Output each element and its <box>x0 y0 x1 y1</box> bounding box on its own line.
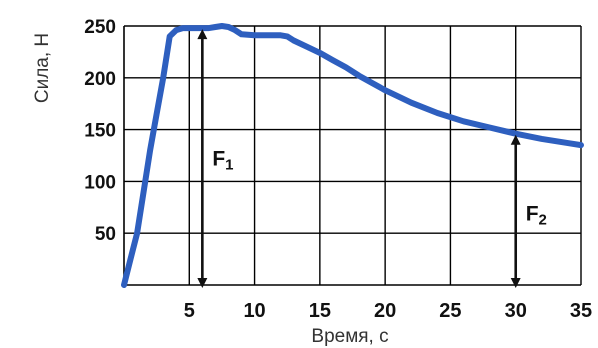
x-tick-label: 5 <box>184 300 195 322</box>
tick-labels: 5 10 15 20 25 30 35 50 100 150 200 250 <box>84 17 592 322</box>
x-tick-label: 25 <box>439 300 461 322</box>
y-tick-label: 50 <box>95 224 116 245</box>
y-axis-title: Сила, Н <box>32 33 53 103</box>
series-layer <box>121 23 584 288</box>
x-tick-label: 10 <box>243 300 265 322</box>
force-label-f2: F2 <box>526 202 547 228</box>
force-label-subscript: 2 <box>539 211 547 228</box>
x-axis-title: Время, с <box>311 326 388 347</box>
x-tick-label: 35 <box>570 300 592 322</box>
force-label-letter: F <box>526 202 539 225</box>
series-line <box>121 23 584 288</box>
x-tick-label: 20 <box>374 300 396 322</box>
y-tick-label: 100 <box>84 172 116 193</box>
y-tick-label: 150 <box>84 121 116 142</box>
grid <box>123 25 582 286</box>
y-tick-label: 200 <box>84 69 116 90</box>
y-tick-label: 250 <box>84 17 116 38</box>
force-label-subscript: 1 <box>225 157 233 174</box>
force-label-letter: F <box>212 148 225 171</box>
x-tick-label: 30 <box>505 300 527 322</box>
force-label-f1: F1 <box>212 148 233 174</box>
x-tick-label: 15 <box>309 300 331 322</box>
